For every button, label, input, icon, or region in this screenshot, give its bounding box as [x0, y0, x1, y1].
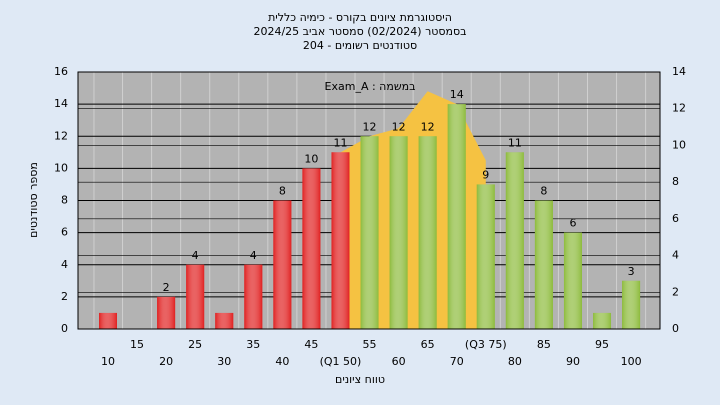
- bar-shine: [476, 184, 495, 329]
- value-label: 14: [450, 88, 464, 101]
- x-tick-label: 30: [217, 355, 231, 368]
- x-tick-label: 15: [130, 338, 144, 351]
- x-tick-label: 90: [566, 355, 580, 368]
- value-label: 8: [279, 185, 286, 198]
- x-tick-label: 40: [275, 355, 289, 368]
- value-label: 8: [540, 185, 547, 198]
- value-label: 4: [250, 249, 257, 262]
- value-label: 12: [363, 120, 377, 133]
- x-tick-label: 70: [450, 355, 464, 368]
- y-tick-label: 16: [54, 65, 68, 78]
- y-tick-label: 6: [61, 226, 68, 239]
- value-label: 11: [508, 136, 522, 149]
- x-axis-label: טווח ציונים: [335, 373, 385, 386]
- y2-tick-label: 0: [672, 322, 679, 335]
- bar-shine: [622, 280, 641, 329]
- bar-shine: [331, 152, 350, 329]
- bar-shine: [360, 136, 379, 329]
- x-tick-label: 80: [508, 355, 522, 368]
- title-line: סטודנטים רשומים - 204: [303, 39, 417, 52]
- value-label: 2: [163, 281, 170, 294]
- value-label: 12: [421, 120, 435, 133]
- bar-shine: [418, 136, 437, 329]
- bar-shine: [186, 264, 205, 329]
- y2-tick-label: 8: [672, 175, 679, 188]
- value-label: 6: [569, 217, 576, 230]
- value-label: 11: [333, 136, 347, 149]
- y2-tick-label: 14: [672, 65, 686, 78]
- y-tick-label: 8: [61, 194, 68, 207]
- title-line: היסטוגרמת ציונים בקורס - כימיה כללית: [268, 11, 452, 24]
- y-tick-label: 0: [61, 322, 68, 335]
- x-tick-label: 45: [304, 338, 318, 351]
- x-tick-label: 95: [595, 338, 609, 351]
- x-tick-label: (Q3 75): [465, 338, 507, 351]
- x-tick-label: 60: [392, 355, 406, 368]
- value-label: 9: [482, 168, 489, 181]
- value-label: 4: [192, 249, 199, 262]
- y-axis-label: מספר סטודנטים: [27, 162, 40, 238]
- plot-border: [77, 71, 661, 330]
- bar-shine: [534, 200, 553, 329]
- bar-shine: [99, 312, 117, 329]
- bar-shine: [505, 152, 524, 329]
- value-label: 3: [628, 265, 635, 278]
- bar-shine: [273, 200, 292, 329]
- y2-tick-label: 6: [672, 212, 679, 225]
- x-tick-label: 20: [159, 355, 173, 368]
- x-tick-label: 25: [188, 338, 202, 351]
- value-label: 12: [392, 120, 406, 133]
- y-tick-label: 14: [54, 97, 68, 110]
- x-tick-label: (Q1 50): [320, 355, 362, 368]
- bar-shine: [447, 104, 466, 329]
- bar-shine: [389, 136, 408, 329]
- bar-shine: [563, 232, 582, 329]
- y2-tick-label: 4: [672, 249, 679, 262]
- y-tick-label: 10: [54, 161, 68, 174]
- y2-tick-label: 10: [672, 138, 686, 151]
- value-label: 10: [304, 152, 318, 165]
- annotation: Exam_A : במשמה: [325, 80, 416, 93]
- bar-shine: [593, 312, 612, 329]
- x-tick-label: 55: [363, 338, 377, 351]
- x-tick-label: 65: [421, 338, 435, 351]
- bar-shine: [302, 168, 321, 329]
- x-tick-label: 35: [246, 338, 260, 351]
- y2-tick-label: 2: [672, 285, 679, 298]
- x-tick-label: 85: [537, 338, 551, 351]
- x-tick-label: 10: [101, 355, 115, 368]
- bar-shine: [244, 264, 263, 329]
- x-tick-label: 100: [621, 355, 642, 368]
- y-tick-label: 2: [61, 290, 68, 303]
- y-tick-label: 12: [54, 129, 68, 142]
- y2-tick-label: 12: [672, 102, 686, 115]
- y-tick-label: 4: [61, 258, 68, 271]
- title-line: בסמסטר (02/2024) סמסטר אביב 2024/25: [253, 25, 466, 38]
- bar-shine: [215, 312, 234, 329]
- bar-shine: [157, 296, 176, 329]
